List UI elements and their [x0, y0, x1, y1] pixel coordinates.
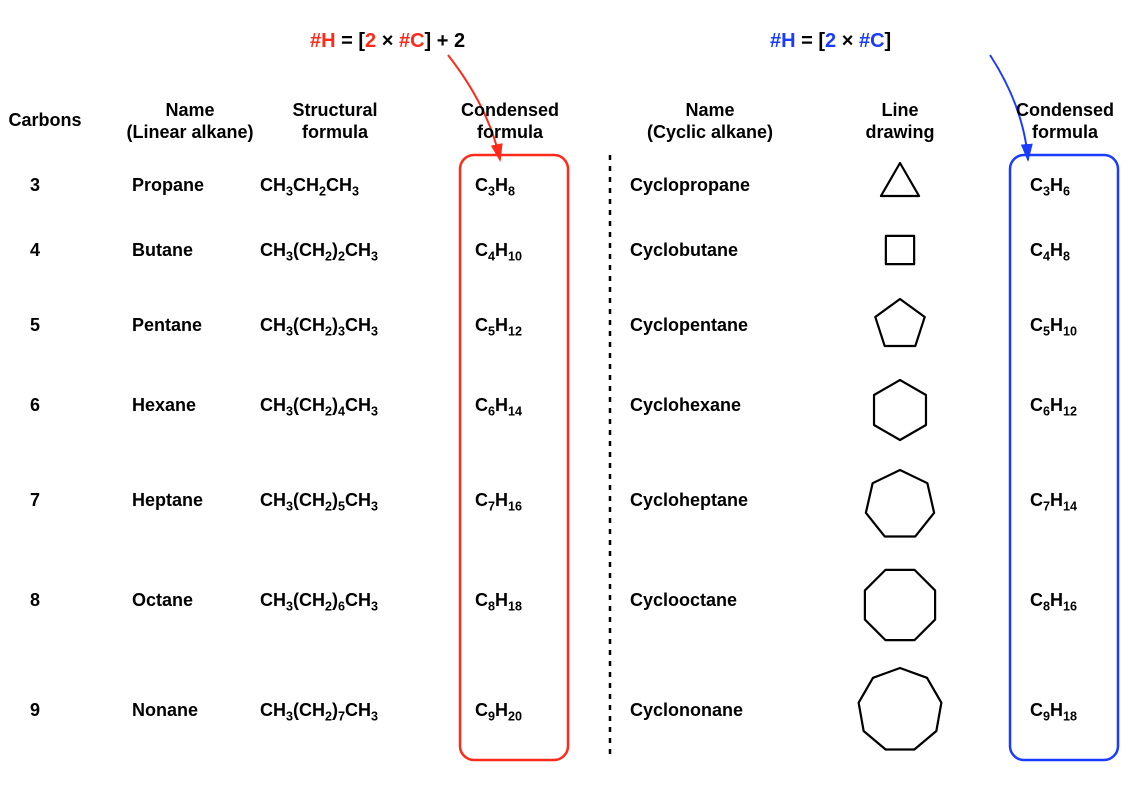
header-structural: Structuralformula [260, 100, 410, 143]
cell-linear-name: Hexane [132, 395, 196, 416]
cell-structural-formula: CH3(CH2)3CH3 [260, 315, 378, 336]
cell-cyclic-condensed: C8H16 [1030, 590, 1077, 611]
cell-cyclic-condensed: C3H6 [1030, 175, 1070, 196]
cell-linear-name: Octane [132, 590, 193, 611]
cell-cyclic-name: Cyclopropane [630, 175, 750, 196]
cell-cyclic-name: Cyclooctane [630, 590, 737, 611]
cell-cyclic-condensed: C6H12 [1030, 395, 1077, 416]
cell-cyclic-name: Cyclobutane [630, 240, 738, 261]
cell-cyclic-name: Cyclopentane [630, 315, 748, 336]
cell-cyclic-condensed: C4H8 [1030, 240, 1070, 261]
cell-linear-condensed: C8H18 [475, 590, 522, 611]
cell-linear-condensed: C5H12 [475, 315, 522, 336]
cell-carbons: 3 [30, 175, 40, 196]
formula-definition: #H = [2 × #C] + 2 [310, 30, 465, 53]
diagram-stage: { "colors": { "red": "#ff2a1a", "blue": … [0, 0, 1146, 812]
cell-cyclic-name: Cycloheptane [630, 490, 748, 511]
cell-structural-formula: CH3(CH2)6CH3 [260, 590, 378, 611]
cell-carbons: 8 [30, 590, 40, 611]
cell-linear-name: Propane [132, 175, 204, 196]
header-carbons: Carbons [0, 110, 90, 132]
cell-carbons: 6 [30, 395, 40, 416]
cell-structural-formula: CH3(CH2)7CH3 [260, 700, 378, 721]
cell-linear-name: Heptane [132, 490, 203, 511]
cell-structural-formula: CH3(CH2)2CH3 [260, 240, 378, 261]
header-cyclic-name: Name(Cyclic alkane) [630, 100, 790, 143]
cell-carbons: 7 [30, 490, 40, 511]
cell-cyclic-name: Cyclononane [630, 700, 743, 721]
cell-structural-formula: CH3(CH2)5CH3 [260, 490, 378, 511]
cell-structural-formula: CH3CH2CH3 [260, 175, 359, 196]
cell-cyclic-condensed: C7H14 [1030, 490, 1077, 511]
cell-cyclic-condensed: C9H18 [1030, 700, 1077, 721]
cell-linear-name: Nonane [132, 700, 198, 721]
cell-carbons: 5 [30, 315, 40, 336]
cell-cyclic-name: Cyclohexane [630, 395, 741, 416]
cell-linear-name: Butane [132, 240, 193, 261]
cell-linear-condensed: C3H8 [475, 175, 515, 196]
cell-structural-formula: CH3(CH2)4CH3 [260, 395, 378, 416]
cell-linear-condensed: C6H14 [475, 395, 522, 416]
header-linear-condensed: Condensedformula [445, 100, 575, 143]
formula-definition: #H = [2 × #C] [770, 30, 891, 53]
cell-carbons: 9 [30, 700, 40, 721]
cell-carbons: 4 [30, 240, 40, 261]
cell-linear-condensed: C9H20 [475, 700, 522, 721]
cell-linear-condensed: C7H16 [475, 490, 522, 511]
header-linear-name: Name(Linear alkane) [110, 100, 270, 143]
cell-linear-name: Pentane [132, 315, 202, 336]
header-cyclic-condensed: Condensedformula [1000, 100, 1130, 143]
cell-cyclic-condensed: C5H10 [1030, 315, 1077, 336]
header-line-drawing: Linedrawing [845, 100, 955, 143]
cell-linear-condensed: C4H10 [475, 240, 522, 261]
